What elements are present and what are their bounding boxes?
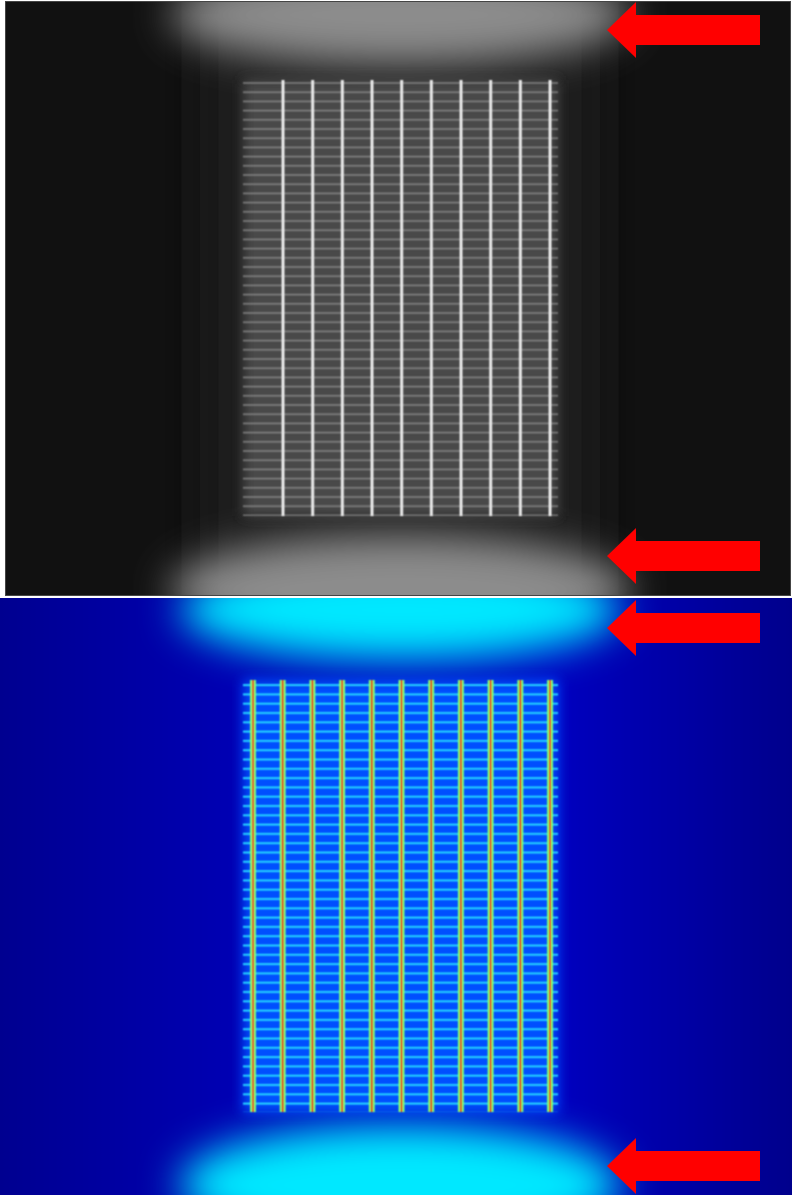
vertical-lines (250, 680, 556, 1112)
page (0, 0, 792, 1195)
figure (0, 0, 792, 1195)
colormap-panel (0, 560, 792, 1195)
vertical-lines (280, 80, 555, 516)
